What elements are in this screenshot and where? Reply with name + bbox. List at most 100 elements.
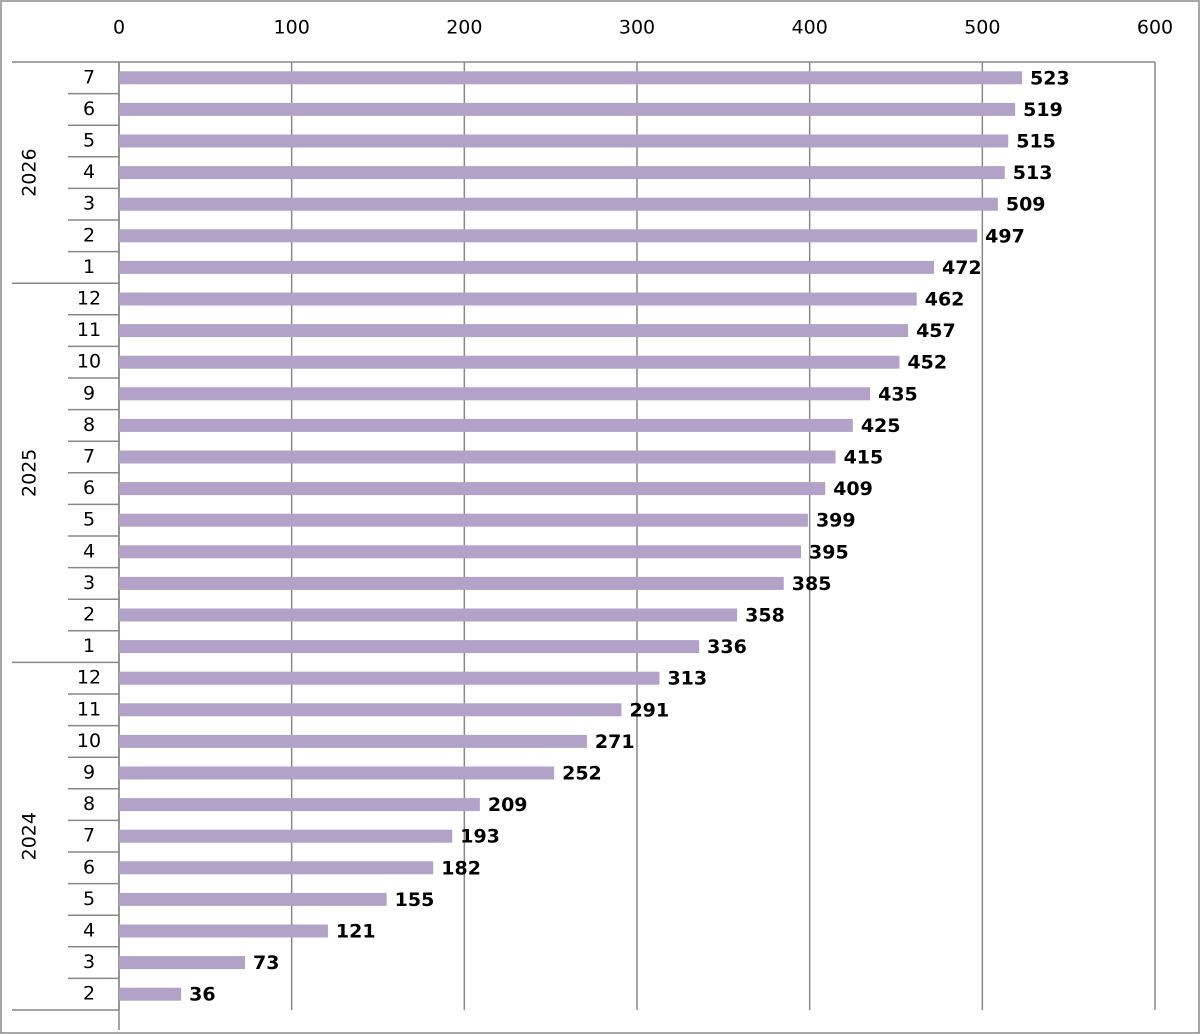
bar [119,482,826,496]
data-label: 519 [1023,99,1063,121]
data-label: 358 [745,605,785,627]
data-label: 193 [460,826,500,848]
data-label: 182 [441,857,481,879]
bar [119,292,917,306]
bar [119,450,836,464]
bar [119,166,1005,180]
group-label: 2026 [19,148,41,196]
bar [119,829,453,843]
data-label: 271 [595,731,635,753]
y-tick-label: 7 [83,66,95,88]
data-label: 313 [667,668,707,690]
bar [119,229,978,243]
y-tick-label: 2 [83,983,95,1005]
data-label: 73 [253,952,279,974]
y-tick-label: 5 [83,888,95,910]
bar [119,924,328,938]
data-label: 399 [816,510,856,532]
data-label: 36 [189,984,215,1006]
bar [119,956,246,970]
y-tick-label: 10 [77,351,101,373]
data-label: 435 [878,383,918,405]
data-label: 415 [844,447,884,469]
data-label: 523 [1030,67,1070,89]
bar [119,324,909,338]
y-tick-label: 11 [77,698,101,720]
y-tick-label: 2 [83,604,95,626]
data-label: 155 [395,889,435,911]
bar [119,513,808,527]
data-label: 509 [1006,194,1046,216]
data-label: 425 [861,415,901,437]
data-label: 515 [1016,131,1056,153]
x-tick-label: 500 [964,17,1000,39]
data-label: 409 [833,478,873,500]
y-tick-label: 12 [77,288,101,310]
data-label: 452 [907,352,947,374]
y-tick-label: 3 [83,572,95,594]
x-tick-label: 100 [274,17,310,39]
data-label: 291 [629,699,669,721]
y-tick-label: 9 [83,762,95,784]
y-tick-label: 4 [83,920,95,942]
bar [119,545,802,559]
y-tick-label: 4 [83,540,95,562]
y-tick-label: 4 [83,161,95,183]
data-label: 472 [942,257,982,279]
bar [119,197,998,211]
bar [119,355,900,369]
y-tick-label: 2 [83,224,95,246]
y-tick-label: 6 [83,477,95,499]
data-label: 395 [809,541,849,563]
y-tick-label: 8 [83,793,95,815]
y-tick-label: 5 [83,509,95,531]
data-label: 513 [1013,162,1053,184]
data-label: 121 [336,921,376,943]
x-tick-label: 200 [446,17,482,39]
bar [119,892,387,906]
bar [119,102,1016,116]
bar [119,766,555,780]
bar [119,608,738,622]
bar [119,260,934,274]
data-label: 497 [985,225,1025,247]
y-tick-label: 3 [83,193,95,215]
bar [119,798,480,812]
bar [119,671,660,685]
y-tick-label: 3 [83,951,95,973]
y-tick-label: 1 [83,635,95,657]
data-label: 209 [488,794,528,816]
bar [119,640,700,654]
y-tick-label: 11 [77,319,101,341]
data-label: 457 [916,320,956,342]
y-tick-label: 8 [83,414,95,436]
y-tick-label: 9 [83,382,95,404]
bar [119,71,1023,85]
x-tick-label: 0 [113,17,125,39]
bar [119,734,587,748]
y-tick-label: 7 [83,825,95,847]
y-tick-label: 6 [83,98,95,120]
data-label: 462 [925,289,965,311]
data-label: 385 [792,573,832,595]
x-tick-label: 300 [619,17,655,39]
y-tick-label: 7 [83,446,95,468]
data-label: 336 [707,636,747,658]
bar [119,987,182,1001]
y-tick-label: 6 [83,856,95,878]
group-label: 2025 [19,449,41,497]
bar [119,861,434,875]
y-tick-label: 5 [83,130,95,152]
bar [119,387,871,401]
x-tick-label: 400 [792,17,828,39]
x-tick-label: 600 [1137,17,1173,39]
y-tick-label: 10 [77,730,101,752]
bar [119,134,1009,148]
data-label: 252 [562,763,602,785]
y-tick-label: 1 [83,256,95,278]
group-label: 2024 [19,812,41,860]
bar [119,418,853,432]
bar [119,703,622,717]
y-tick-label: 12 [77,667,101,689]
